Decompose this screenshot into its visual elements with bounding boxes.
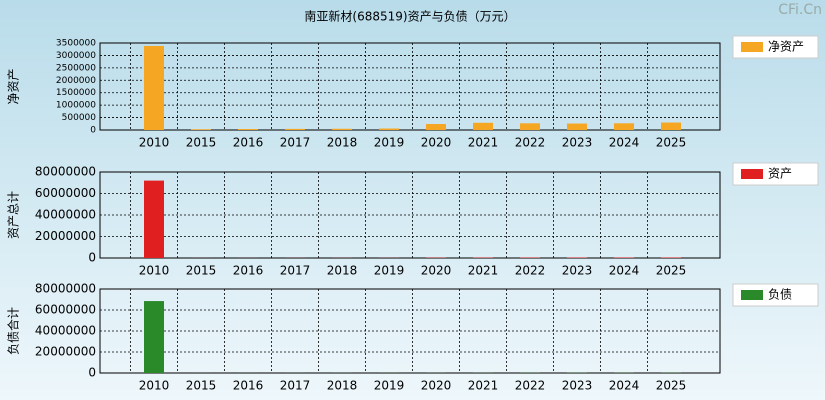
bar [144,301,164,373]
bar [144,45,164,130]
y-tick-label: 2000000 [56,76,96,86]
x-tick-label: 2025 [656,379,687,393]
y-tick-label: 40000000 [35,324,96,338]
bar [426,124,446,130]
y-axis-label: 净资产 [7,68,21,104]
bar [238,129,258,130]
y-tick-label: 1000000 [56,101,96,111]
x-tick-label: 2019 [374,136,405,150]
bar [614,123,634,130]
x-tick-label: 2010 [139,379,170,393]
legend-box [732,162,819,186]
legend-label: 负债 [768,288,792,302]
legend-box [732,35,819,59]
y-axis-label: 资产总计 [7,191,21,239]
x-tick-label: 2017 [280,264,311,278]
x-tick-label: 2016 [233,379,264,393]
watermark: CFi.Cn [778,2,822,18]
bar [567,123,587,130]
x-tick-label: 2010 [139,136,170,150]
x-tick-label: 2024 [609,136,640,150]
y-tick-label: 60000000 [35,303,96,317]
y-axis-label: 负债合计 [6,307,21,355]
bar [379,128,399,130]
x-tick-label: 2016 [233,264,264,278]
x-tick-label: 2020 [421,136,452,150]
legend-swatch [741,290,763,300]
x-tick-label: 2020 [421,379,452,393]
x-tick-label: 2023 [562,264,593,278]
x-tick-label: 2022 [515,136,546,150]
legend-swatch [741,169,763,179]
y-tick-label: 40000000 [35,208,96,222]
x-tick-label: 2025 [656,136,687,150]
y-tick-label: 0 [90,126,96,136]
x-tick-label: 2018 [327,264,358,278]
bar [661,257,681,258]
chart-title: 南亚新材(688519)资产与负债（万元） [304,9,515,24]
x-tick-label: 2018 [327,136,358,150]
x-tick-label: 2022 [515,379,546,393]
bar [332,128,352,130]
bar [661,122,681,130]
legend-label: 净资产 [768,40,804,54]
bar [285,128,305,130]
legend-swatch [741,42,763,52]
legend-box [732,283,819,307]
x-tick-label: 2023 [562,379,593,393]
y-tick-label: 80000000 [35,282,96,296]
x-tick-label: 2024 [609,264,640,278]
bar [520,123,540,130]
y-tick-label: 20000000 [35,345,96,359]
x-tick-label: 2015 [186,264,217,278]
x-tick-label: 2019 [374,379,405,393]
x-tick-label: 2017 [280,379,311,393]
x-tick-label: 2018 [327,379,358,393]
y-tick-label: 3000000 [56,51,96,61]
y-tick-label: 0 [88,366,96,380]
x-tick-label: 2021 [468,264,499,278]
bar [473,122,493,130]
y-tick-label: 80000000 [35,165,96,179]
x-tick-label: 2019 [374,264,405,278]
y-tick-label: 1500000 [56,88,96,98]
y-tick-label: 3500000 [56,39,96,49]
x-tick-label: 2016 [233,136,264,150]
x-tick-label: 2015 [186,136,217,150]
bar [191,129,211,130]
x-tick-label: 2021 [468,136,499,150]
x-tick-label: 2022 [515,264,546,278]
y-tick-label: 20000000 [35,229,96,243]
x-tick-label: 2020 [421,264,452,278]
x-tick-label: 2015 [186,379,217,393]
x-tick-label: 2010 [139,264,170,278]
x-tick-label: 2023 [562,136,593,150]
y-tick-label: 500000 [62,113,97,123]
bar [144,180,164,258]
legend-label: 资产 [768,167,792,181]
y-tick-label: 0 [88,251,96,265]
x-tick-label: 2025 [656,264,687,278]
x-tick-label: 2024 [609,379,640,393]
y-tick-label: 2500000 [56,63,96,73]
x-tick-label: 2021 [468,379,499,393]
y-tick-label: 60000000 [35,186,96,200]
x-tick-label: 2017 [280,136,311,150]
